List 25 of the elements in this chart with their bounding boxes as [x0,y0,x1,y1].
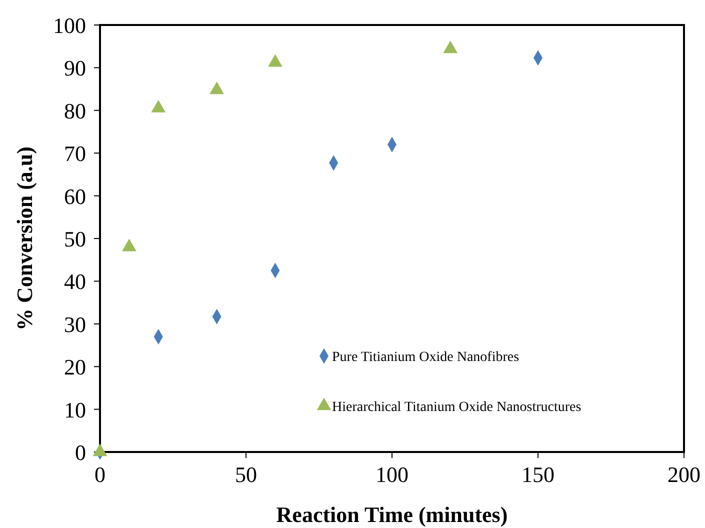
y-tick-label: 20 [64,354,86,380]
y-tick-label: 50 [64,226,86,252]
y-tick-label: 10 [64,397,86,422]
point [268,54,282,67]
legend-label: Hierarchical Titanium Oxide Nanostructures [332,400,582,415]
y-tick-label: 60 [64,184,86,209]
point [210,82,224,94]
y-tick-label: 0 [75,440,86,465]
y-tick-label: 30 [64,312,86,337]
point [151,100,166,112]
x-tick-label: 0 [94,462,106,487]
x-tick-label: 50 [235,462,257,487]
x-tick-label: 200 [668,462,700,487]
y-tick-label: 40 [64,269,86,294]
x-tick-label: 150 [522,462,554,487]
legend-label: Pure Titianium Oxide Nanofibres [332,350,520,365]
x-tick-label: 100 [376,462,408,487]
y-tick-label: 90 [64,56,86,81]
y-axis-title: % Conversion (a.u) [12,146,37,330]
y-tick-label: 80 [64,98,86,124]
y-tick-label: 70 [64,141,86,166]
x-axis-title: Reaction Time (minutes) [276,502,508,527]
point [122,238,136,252]
point [443,40,458,54]
y-tick-label: 100 [53,13,86,38]
